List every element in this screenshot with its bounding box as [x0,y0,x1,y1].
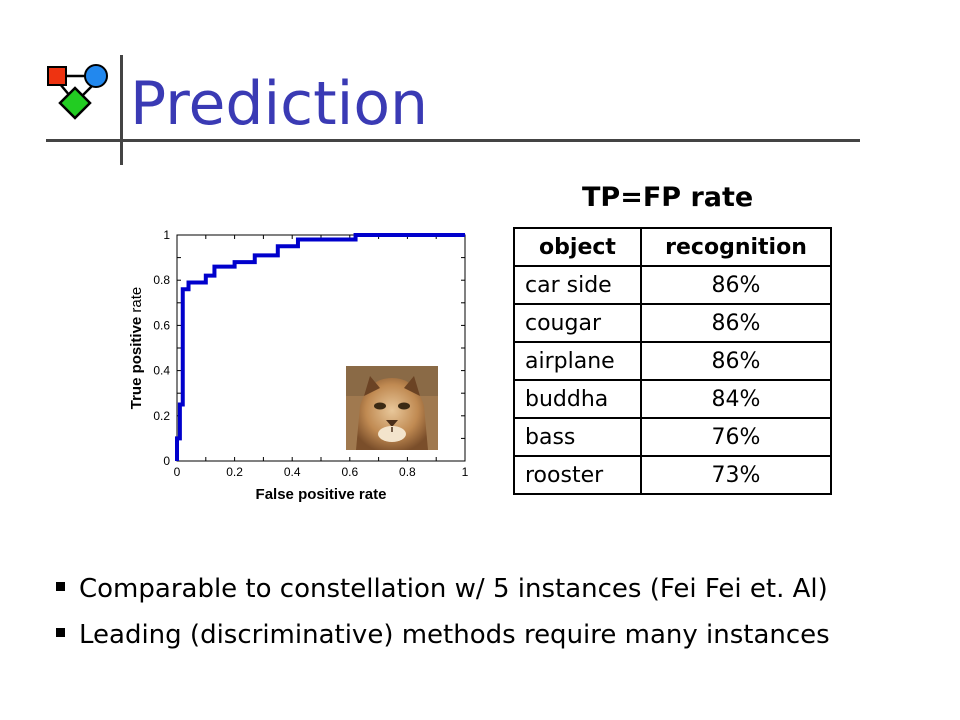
table-heading: TP=FP rate [582,182,754,213]
recognition-cell: 86% [640,341,832,381]
object-cell: airplane [513,341,642,381]
square-bullet-icon [56,628,65,637]
y-tick-label: 0.8 [153,273,170,287]
y-tick-label: 0 [163,454,170,468]
bullet-item: Comparable to constellation w/ 5 instanc… [56,570,830,616]
results-table: object recognition car side 86% cougar 8… [513,227,832,495]
table-row: airplane 86% [513,341,832,381]
x-tick-label: 0.2 [226,465,243,479]
recognition-cell: 73% [640,455,832,495]
y-tick-label: 0.2 [153,409,170,423]
column-header-object: object [513,227,642,267]
title-horizontal-rule [46,139,860,142]
bullet-item: Leading (discriminative) methods require… [56,616,830,662]
cougar-photo [346,366,438,450]
table-row: cougar 86% [513,303,832,343]
square-bullet-icon [56,582,65,591]
bullet-list: Comparable to constellation w/ 5 instanc… [56,570,830,662]
recognition-cell: 86% [640,265,832,305]
object-cell: bass [513,417,642,457]
x-tick-label: 1 [462,465,469,479]
graph-logo-icon [47,64,108,120]
recognition-cell: 86% [640,303,832,343]
title-vertical-rule [120,55,123,165]
column-header-recognition: recognition [640,227,832,267]
roc-curve [175,233,465,461]
y-tick-label: 1 [163,228,170,242]
object-cell: rooster [513,455,642,495]
table-row: buddha 84% [513,379,832,419]
recognition-cell: 84% [640,379,832,419]
roc-chart: 0 0.2 0.4 0.6 0.8 1 0 0.2 0.4 0.6 0.8 1 False posit… [128,228,469,503]
x-tick-label: 0.8 [399,465,416,479]
object-cell: cougar [513,303,642,343]
bullet-text: Leading (discriminative) methods require… [79,620,830,650]
recognition-cell: 76% [640,417,832,457]
table-row: car side 86% [513,265,832,305]
table-row: rooster 73% [513,455,832,495]
y-axis-label: True positive rate [128,287,145,410]
slide-title: Prediction [130,69,429,139]
x-tick-label: 0 [174,465,181,479]
table-header-row: object recognition [513,227,832,267]
y-tick-label: 0.4 [153,364,170,378]
x-tick-label: 0.4 [284,465,301,479]
object-cell: car side [513,265,642,305]
y-axis-label-normal: rate [128,287,145,317]
x-tick-label: 0.6 [341,465,358,479]
bullet-text: Comparable to constellation w/ 5 instanc… [79,574,828,604]
table-row: bass 76% [513,417,832,457]
x-axis-label: False positive rate [256,486,387,503]
y-axis-label-bold: True positive [128,317,145,410]
y-tick-label: 0.6 [153,318,170,332]
object-cell: buddha [513,379,642,419]
